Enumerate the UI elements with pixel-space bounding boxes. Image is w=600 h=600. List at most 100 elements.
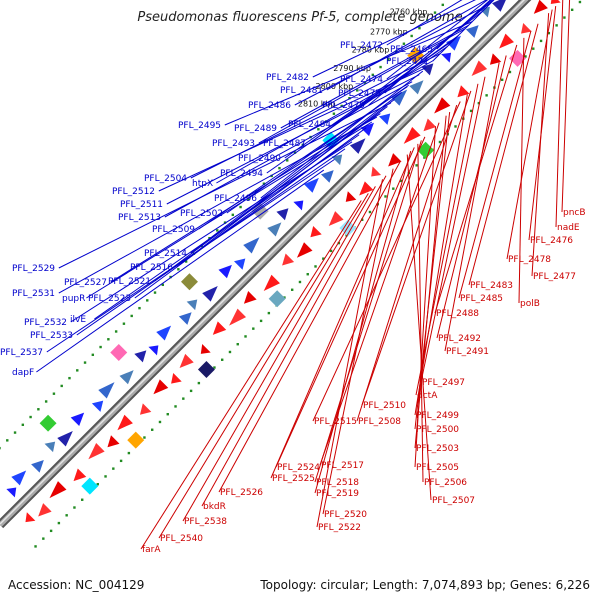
feature-block xyxy=(197,360,215,378)
tick-dot xyxy=(360,218,364,221)
tick-dot xyxy=(236,343,239,346)
leader-line xyxy=(361,90,472,406)
leader-line xyxy=(86,121,373,299)
tick-dot xyxy=(153,291,157,294)
reverse-gene-label: PFL_2497 xyxy=(422,378,465,388)
tick-dot xyxy=(270,174,273,178)
tick-dot xyxy=(399,179,403,183)
leader-line xyxy=(561,0,571,213)
scale-label: 2780 kbp xyxy=(352,46,390,55)
reverse-gene-label: PFL_2540 xyxy=(160,534,203,544)
reverse-gene-label: PFL_2538 xyxy=(184,517,227,527)
tick-dot xyxy=(286,159,289,162)
forward-gene-label: pupR xyxy=(62,294,85,304)
tick-dot xyxy=(402,42,406,45)
scale-label: 2790 kbp xyxy=(333,64,371,73)
reverse-gene-label: PFL_2510 xyxy=(363,401,406,411)
leader-line xyxy=(528,6,557,241)
tick-dot xyxy=(73,506,76,509)
reverse-gene-arrow xyxy=(345,191,357,202)
reverse-gene-label: PFL_2524 xyxy=(277,463,320,473)
reverse-gene-label: PFL_2491 xyxy=(446,347,489,357)
forward-gene-label: dapF xyxy=(12,368,34,378)
tick-dot xyxy=(317,128,320,131)
forward-gene-label: PFL_2482 xyxy=(266,73,309,83)
leader-line xyxy=(201,175,387,507)
reverse-gene-label: PFL_2506 xyxy=(424,478,467,488)
tick-dot xyxy=(298,280,302,284)
forward-gene-label: PFL_2493 xyxy=(212,139,255,149)
leader-line xyxy=(266,45,448,174)
leader-line xyxy=(58,102,392,269)
tick-dot xyxy=(34,545,37,548)
forward-gene-arrow xyxy=(186,299,198,311)
reverse-gene-arrow xyxy=(212,321,227,335)
tick-dot xyxy=(182,397,185,400)
reverse-gene-arrow xyxy=(243,290,257,304)
leader-line xyxy=(284,38,455,159)
forward-gene-label: PFL_2474 xyxy=(340,75,383,85)
tick-dot xyxy=(438,140,442,144)
forward-gene-label: PFL_2494 xyxy=(220,169,263,179)
forward-gene-arrow xyxy=(57,430,73,447)
scale-label: 2760 kbp xyxy=(390,8,428,17)
tick-dot xyxy=(161,283,165,287)
forward-gene-arrow xyxy=(91,400,104,412)
leader-line xyxy=(316,179,383,528)
leader-line xyxy=(218,161,401,493)
feature-block xyxy=(110,344,128,361)
tick-dot xyxy=(314,265,317,268)
reverse-gene-arrow xyxy=(200,344,211,354)
tick-dot xyxy=(166,413,169,416)
tick-dot xyxy=(60,384,63,388)
forward-gene-arrow xyxy=(98,382,115,399)
forward-gene-label: htpX xyxy=(192,179,213,189)
tick-dot xyxy=(184,260,188,263)
feature-block xyxy=(268,290,286,308)
leader-line xyxy=(140,200,362,550)
forward-gene-label: PFL_2537 xyxy=(0,348,43,358)
leader-line xyxy=(506,9,553,260)
leader-line xyxy=(314,140,422,483)
reverse-gene-arrow xyxy=(328,211,344,226)
backbone-highlight xyxy=(0,0,526,525)
tick-dot xyxy=(539,39,543,43)
tick-dot xyxy=(322,257,325,260)
tick-dot xyxy=(122,322,126,325)
reverse-gene-arrow xyxy=(73,468,87,482)
reverse-gene-label: PFL_2499 xyxy=(416,411,459,421)
tick-dot xyxy=(363,81,367,84)
tick-dot xyxy=(371,73,374,77)
tick-dot xyxy=(112,467,115,470)
reverse-gene-arrow xyxy=(171,372,182,384)
tick-dot xyxy=(485,94,488,97)
forward-gene-arrow xyxy=(441,52,452,63)
tick-dot xyxy=(267,311,271,315)
tick-dot xyxy=(189,389,193,393)
tick-dot xyxy=(239,205,242,209)
tick-dot xyxy=(433,11,437,14)
tick-dot xyxy=(138,306,141,310)
tick-dot xyxy=(83,361,87,364)
leader-line xyxy=(158,67,427,192)
reverse-gene-label: PFL_2517 xyxy=(321,461,364,471)
tick-dot xyxy=(368,210,372,214)
tick-dot xyxy=(114,330,118,333)
forward-gene-arrow xyxy=(465,25,479,38)
reverse-gene-arrow xyxy=(49,481,67,499)
forward-gene-arrow xyxy=(492,0,506,12)
forward-gene-label: PFL_2532 xyxy=(24,318,67,328)
reverse-gene-label: PFL_2483 xyxy=(470,281,513,291)
reverse-gene-arrow xyxy=(434,97,451,114)
leader-line xyxy=(458,30,532,299)
tick-dot xyxy=(252,327,255,330)
tick-dot xyxy=(21,423,25,427)
forward-gene-label: PFL_2496 xyxy=(214,194,257,204)
tick-dot xyxy=(52,392,56,395)
forward-gene-label: PFL_2481 xyxy=(280,86,323,96)
forward-gene-label: PFL_2489 xyxy=(234,124,277,134)
forward-gene-label: PFL_2514 xyxy=(144,249,187,259)
forward-gene-label: PFL_2512 xyxy=(112,187,155,197)
reverse-gene-label: PFL_2515 xyxy=(314,417,357,427)
forward-gene-arrow xyxy=(378,113,391,125)
